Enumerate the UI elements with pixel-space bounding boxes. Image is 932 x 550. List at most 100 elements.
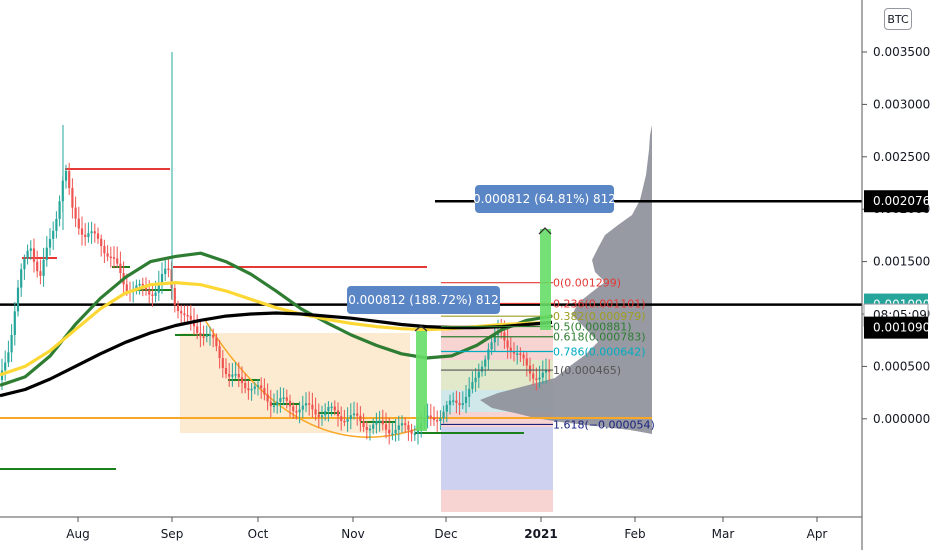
- candle-body: [160, 273, 164, 283]
- candle-body: [39, 271, 42, 276]
- candle-body: [368, 428, 372, 431]
- currency-badge[interactable]: BTC: [884, 8, 912, 30]
- candle-body: [538, 377, 541, 380]
- candle-body: [208, 334, 212, 337]
- candle-body: [247, 388, 250, 391]
- candle-body: [317, 414, 320, 417]
- candle-body: [231, 374, 234, 377]
- candle-body: [7, 352, 10, 363]
- candle-body: [212, 334, 215, 338]
- candle-body: [71, 188, 74, 208]
- candle-body: [148, 289, 151, 295]
- candle-body: [455, 400, 458, 403]
- candle-body: [87, 233, 90, 237]
- candle-body: [45, 247, 48, 260]
- candle-body: [535, 378, 538, 381]
- candle-body: [164, 268, 167, 274]
- candle-body: [106, 253, 109, 257]
- candle-body: [96, 233, 100, 239]
- y-tick-label: 0.002500: [873, 150, 930, 164]
- candle-body: [336, 410, 340, 417]
- candle-body: [381, 420, 384, 425]
- candle-body: [199, 332, 202, 337]
- x-tick-label: Sep: [161, 527, 184, 541]
- y-tick-label: 0.003500: [873, 45, 930, 59]
- candle-body: [327, 407, 330, 412]
- candle-body: [480, 366, 484, 372]
- candle-body: [388, 429, 391, 434]
- fib-level-label: 0.5(0.000881): [553, 320, 632, 333]
- candle-body: [324, 411, 327, 416]
- candle-body: [234, 373, 237, 376]
- candle-body: [180, 311, 183, 314]
- candle-body: [285, 397, 288, 401]
- candle-body: [439, 418, 442, 422]
- candle-body: [157, 282, 160, 293]
- candle-body: [471, 382, 474, 389]
- candle-body: [276, 401, 279, 406]
- measure-bar-2: [540, 229, 551, 330]
- candle-body: [426, 415, 429, 418]
- candle-body: [512, 351, 516, 354]
- candle-body: [100, 238, 103, 247]
- candle-body: [253, 386, 256, 389]
- candle-body: [250, 388, 253, 391]
- candle-body: [138, 283, 141, 286]
- volume-profile: [480, 125, 652, 434]
- fib-level-label: 0.786(0.000642): [553, 346, 646, 359]
- measure-arrow-2: [538, 227, 552, 235]
- candle-body: [90, 231, 93, 234]
- candle-body: [68, 171, 71, 189]
- fib-level-label: 0.618(0.000783): [553, 331, 646, 344]
- candle-body: [202, 336, 205, 338]
- candle-body: [493, 335, 496, 343]
- candle-body: [301, 405, 304, 410]
- candle-body: [292, 406, 295, 412]
- fib-level-label: 0.236(0.001101): [553, 297, 646, 310]
- candle-body: [452, 400, 455, 402]
- candle-body: [112, 257, 116, 259]
- measure-arrow-1: [414, 325, 428, 332]
- fib-level-label: 0(0.001299): [553, 277, 621, 290]
- fib-shade-bottom: [441, 427, 553, 490]
- candle-body: [506, 340, 509, 348]
- candle-body: [77, 218, 80, 229]
- x-tick-label: Apr: [807, 527, 828, 541]
- x-tick-label: Dec: [434, 527, 457, 541]
- candle-body: [320, 415, 324, 417]
- candle-body: [20, 269, 23, 288]
- candle-body: [372, 424, 375, 429]
- candle-body: [397, 425, 400, 430]
- measure-label-text: 0.000812 (188.72%) 812: [348, 293, 499, 307]
- candle-body: [416, 429, 420, 434]
- candle-body: [458, 402, 461, 406]
- candle-body: [109, 256, 112, 259]
- candle-body: [436, 420, 439, 422]
- candle-body: [80, 228, 84, 235]
- candle-body: [343, 420, 346, 423]
- x-tick-label: Mar: [712, 527, 735, 541]
- candle-body: [541, 372, 544, 378]
- candle-body: [266, 394, 269, 402]
- measure-label-box: [347, 286, 500, 314]
- candle-body: [167, 268, 170, 271]
- candle-body: [29, 248, 32, 251]
- candle-body: [330, 406, 333, 409]
- candle-body: [375, 420, 378, 425]
- candle-body: [448, 400, 452, 405]
- measure-label-text: 0.000812 (64.81%) 812: [473, 192, 616, 206]
- candle-body: [272, 405, 276, 407]
- candle-body: [477, 371, 480, 378]
- candle-body: [151, 294, 154, 296]
- candle-body: [295, 411, 298, 413]
- fib-level-label: 1(0.000465): [553, 364, 621, 377]
- candle-body: [221, 358, 224, 369]
- candle-body: [365, 426, 368, 430]
- candle-body: [352, 413, 356, 416]
- candle-body: [103, 246, 106, 254]
- candle-body: [410, 429, 413, 434]
- measure-bar-1: [416, 331, 427, 431]
- candle-body: [432, 417, 436, 421]
- candle-body: [548, 370, 551, 372]
